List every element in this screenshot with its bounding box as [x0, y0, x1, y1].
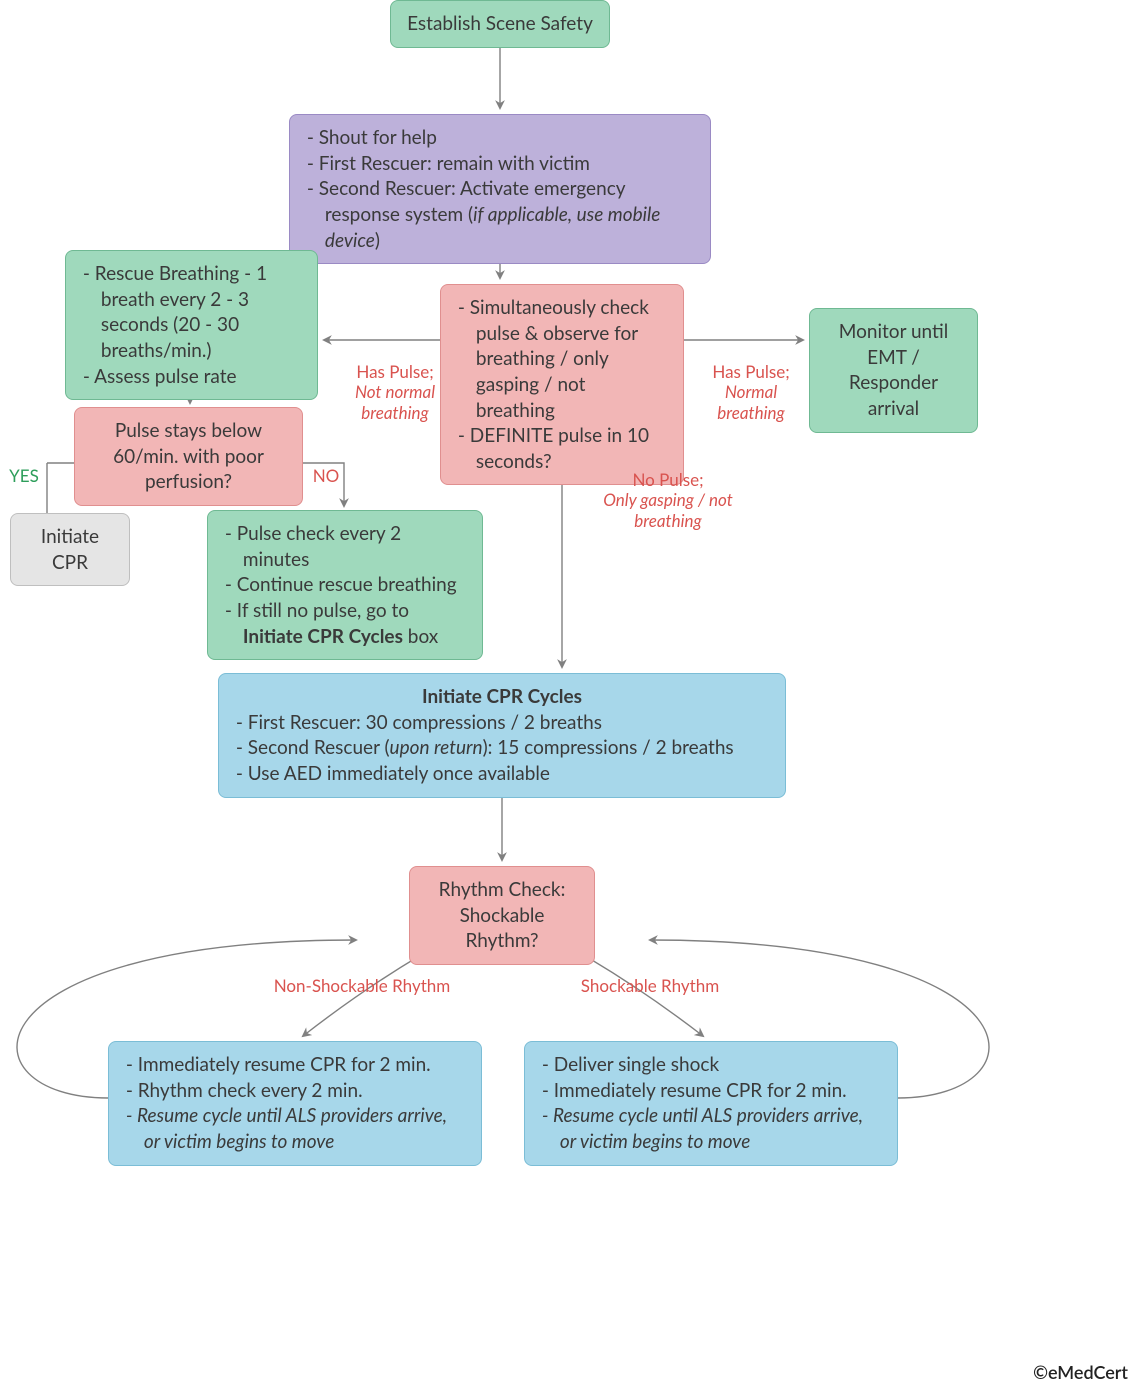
edge-label-l2: Has Pulse;Not normal breathing — [335, 362, 455, 423]
flowchart-node-n3: Simultaneously check pulse & observe for… — [440, 284, 684, 485]
flowchart-node-n1: Establish Scene Safety — [390, 0, 610, 48]
node-text-part: ) — [375, 229, 380, 252]
node-text-part: Second Rescuer ( — [248, 736, 390, 759]
edge-label-l3: No Pulse;Only gasping / not breathing — [573, 470, 763, 531]
edge-label-l7: Shockable Rhythm — [570, 976, 730, 996]
node-list-item: Rhythm check every 2 min. — [123, 1078, 467, 1104]
node-list: Deliver single shockImmediately resume C… — [539, 1052, 883, 1155]
node-line: Pulse stays below 60/min. with poor perf… — [89, 418, 288, 495]
node-text-part: box — [403, 625, 438, 648]
node-list-item: If still no pulse, go to Initiate CPR Cy… — [222, 598, 468, 649]
edge-label-l6: Non-Shockable Rhythm — [272, 976, 452, 996]
node-list-item: Resume cycle until ALS providers arrive,… — [539, 1103, 883, 1154]
node-list-item: Shout for help — [304, 125, 696, 151]
node-line: Initiate CPR — [25, 524, 115, 575]
node-text-part: ): 15 compressions / 2 breaths — [483, 736, 734, 759]
node-list-item: Pulse check every 2 minutes — [222, 521, 468, 572]
edge-label-part: Has Pulse; — [335, 362, 455, 382]
flowchart-node-n12: Deliver single shockImmediately resume C… — [524, 1041, 898, 1166]
edge-label-part: Non-Shockable Rhythm — [272, 976, 452, 996]
node-line: Shockable Rhythm? — [424, 903, 580, 954]
node-list: Pulse check every 2 minutesContinue resc… — [222, 521, 468, 649]
node-text-part: upon return — [390, 736, 483, 759]
flowchart-node-n4: Monitor until EMT / Responder arrival — [809, 308, 978, 433]
edge-label-part: Only gasping / not breathing — [573, 490, 763, 531]
node-list-item: Second Rescuer: Activate emergency respo… — [304, 176, 696, 253]
node-list: Shout for helpFirst Rescuer: remain with… — [304, 125, 696, 253]
node-list-item: Assess pulse rate — [80, 364, 303, 390]
node-line: Establish Scene Safety — [405, 11, 595, 37]
node-list-item: Rescue Breathing - 1 breath every 2 - 3 … — [80, 261, 303, 364]
node-list-item: DEFINITE pulse in 10 seconds? — [455, 423, 669, 474]
flowchart-node-n8: Pulse check every 2 minutesContinue resc… — [207, 510, 483, 660]
edge-label-l4: YES — [4, 466, 44, 486]
node-list-item: Resume cycle until ALS providers arrive,… — [123, 1103, 467, 1154]
node-list-item: First Rescuer: 30 compressions / 2 breat… — [233, 710, 771, 736]
node-list-item: First Rescuer: remain with victim — [304, 151, 696, 177]
flowchart-node-n10: Rhythm Check:Shockable Rhythm? — [409, 866, 595, 965]
flowchart-node-n11: Immediately resume CPR for 2 min.Rhythm … — [108, 1041, 482, 1166]
node-list: Immediately resume CPR for 2 min.Rhythm … — [123, 1052, 467, 1155]
node-list-item: Deliver single shock — [539, 1052, 883, 1078]
node-list-item: Immediately resume CPR for 2 min. — [539, 1078, 883, 1104]
edge-label-part: YES — [4, 466, 44, 486]
edge-label-part: Has Pulse; — [696, 362, 806, 382]
flowchart-node-n7: Initiate CPR — [10, 513, 130, 586]
node-list-item: Immediately resume CPR for 2 min. — [123, 1052, 467, 1078]
node-title: Initiate CPR Cycles — [233, 684, 771, 710]
node-text-part: Initiate CPR Cycles — [243, 625, 403, 648]
node-list-item: Use AED immediately once available — [233, 761, 771, 787]
node-text-part: If still no pulse, go to — [237, 599, 409, 622]
flowchart-node-n9: Initiate CPR CyclesFirst Rescuer: 30 com… — [218, 673, 786, 798]
edge-label-part: Shockable Rhythm — [570, 976, 730, 996]
node-list-item: Continue rescue breathing — [222, 572, 468, 598]
edge-label-l1: Has Pulse;Normal breathing — [696, 362, 806, 423]
node-line: Rhythm Check: — [424, 877, 580, 903]
node-list: First Rescuer: 30 compressions / 2 breat… — [233, 710, 771, 787]
edge-label-l5: NO — [306, 466, 346, 486]
copyright-text: ©eMedCert — [1033, 1361, 1128, 1383]
edge-label-part: Normal breathing — [696, 382, 806, 423]
edge-label-part: No Pulse; — [573, 470, 763, 490]
flowchart-node-n6: Pulse stays below 60/min. with poor perf… — [74, 407, 303, 506]
edge-label-part: Not normal breathing — [335, 382, 455, 423]
flowchart-node-n2: Shout for helpFirst Rescuer: remain with… — [289, 114, 711, 264]
node-list-item: Second Rescuer (upon return): 15 compres… — [233, 735, 771, 761]
node-list-item: Simultaneously check pulse & observe for… — [455, 295, 669, 423]
node-line: Monitor until EMT / Responder arrival — [824, 319, 963, 422]
node-list: Rescue Breathing - 1 breath every 2 - 3 … — [80, 261, 303, 389]
flowchart-node-n5: Rescue Breathing - 1 breath every 2 - 3 … — [65, 250, 318, 400]
node-list: Simultaneously check pulse & observe for… — [455, 295, 669, 474]
edge-label-part: NO — [306, 466, 346, 486]
